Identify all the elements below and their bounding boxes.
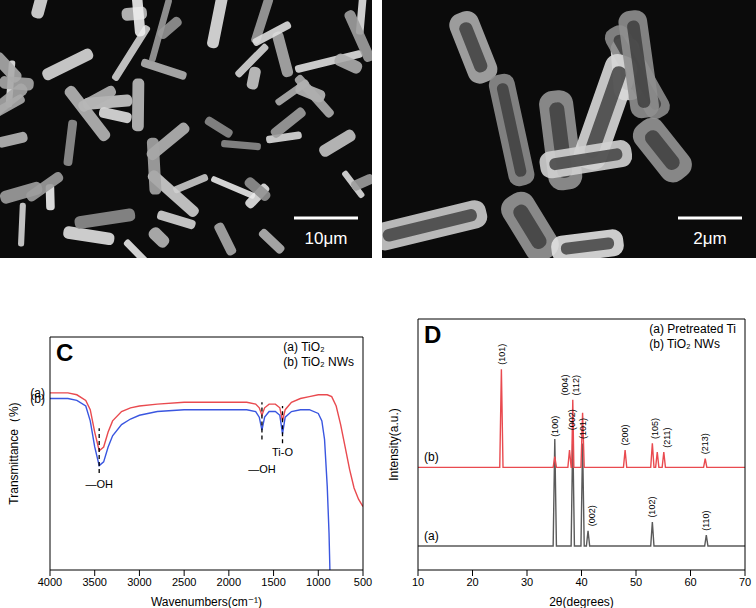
svg-text:10: 10 xyxy=(412,576,424,588)
svg-text:(b): (b) xyxy=(30,392,45,406)
html-text:(b) TiO₂ NWs: (b) TiO₂ NWs xyxy=(649,337,720,351)
svg-text:60: 60 xyxy=(684,576,696,588)
svg-text:50: 50 xyxy=(630,576,642,588)
svg-text:Wavenumbers(cm⁻¹): Wavenumbers(cm⁻¹) xyxy=(151,595,262,608)
svg-text:(101): (101) xyxy=(578,418,588,439)
svg-text:1000: 1000 xyxy=(306,576,330,588)
svg-text:Intensity(a.u.): Intensity(a.u.) xyxy=(387,408,401,481)
svg-text:Transmittance（%): Transmittance（%) xyxy=(7,402,21,504)
html-text:C: C xyxy=(56,339,74,366)
svg-text:70: 70 xyxy=(739,576,751,588)
svg-text:3000: 3000 xyxy=(127,576,151,588)
svg-text:3500: 3500 xyxy=(82,576,106,588)
svg-text:(100): (100) xyxy=(550,416,560,437)
svg-text:40: 40 xyxy=(575,576,587,588)
html-text:(b) TiO₂ NWs: (b) TiO₂ NWs xyxy=(283,355,354,369)
svg-text:30: 30 xyxy=(521,576,533,588)
svg-text:20: 20 xyxy=(466,576,478,588)
svg-text:(102): (102) xyxy=(648,497,658,518)
html-text:(a) TiO₂: (a) TiO₂ xyxy=(283,340,325,354)
html-text:D: D xyxy=(424,321,442,348)
svg-text:(211): (211) xyxy=(662,427,672,447)
html-text:(a) Pretreated Ti: (a) Pretreated Ti xyxy=(649,322,736,336)
svg-text:(110): (110) xyxy=(701,510,711,530)
svg-text:(a): (a) xyxy=(424,529,439,543)
svg-text:(b): (b) xyxy=(424,450,439,464)
svg-text:500: 500 xyxy=(354,576,372,588)
svg-text:(002): (002) xyxy=(587,505,597,526)
svg-text:(213): (213) xyxy=(700,433,710,454)
svg-text:2000: 2000 xyxy=(217,576,241,588)
svg-text:—OH: —OH xyxy=(85,478,113,490)
svg-text:(112): (112) xyxy=(571,375,581,395)
svg-text:10μm: 10μm xyxy=(305,229,348,248)
svg-text:2θ(degrees): 2θ(degrees) xyxy=(549,595,614,608)
svg-text:(105): (105) xyxy=(650,418,660,439)
svg-text:—OH: —OH xyxy=(248,463,276,475)
svg-text:(200): (200) xyxy=(620,425,630,446)
svg-text:2μm: 2μm xyxy=(693,229,726,248)
svg-text:(101): (101) xyxy=(497,344,507,365)
svg-text:Ti-O: Ti-O xyxy=(272,446,293,458)
svg-text:2500: 2500 xyxy=(172,576,196,588)
svg-text:(002): (002) xyxy=(567,409,577,430)
svg-text:4000: 4000 xyxy=(38,576,62,588)
svg-text:1500: 1500 xyxy=(261,576,285,588)
svg-text:(004): (004) xyxy=(560,374,570,395)
